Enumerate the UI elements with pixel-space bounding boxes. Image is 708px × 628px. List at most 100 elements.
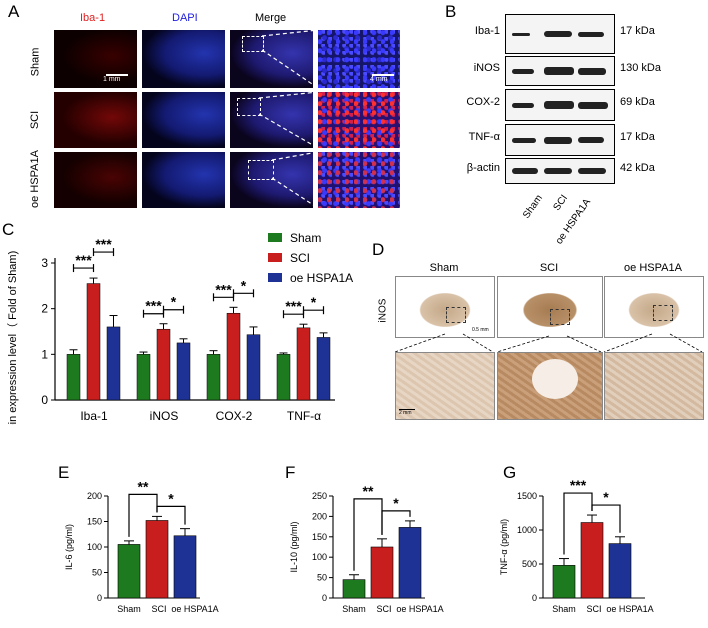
scale-bar <box>372 74 394 76</box>
zoom-region-box <box>248 160 274 180</box>
connector-line <box>261 29 319 37</box>
col-label-dapi: DAPI <box>172 12 198 24</box>
micrograph-iba-oe <box>54 152 137 208</box>
legend-swatch <box>268 273 282 282</box>
blot-band <box>544 168 572 174</box>
bar <box>398 527 422 599</box>
blot-band <box>578 137 604 143</box>
blot-kda-label: 42 kDa <box>620 162 655 174</box>
connector-line <box>462 333 494 353</box>
significance-label: *** <box>145 298 162 314</box>
significance-label: * <box>393 495 399 511</box>
blot-band <box>512 168 538 174</box>
x-tick-label: COX-2 <box>216 409 253 423</box>
x-tick-label: oe HSPA1A <box>606 604 653 614</box>
blot-protein-label: Iba-1 <box>474 25 500 37</box>
y-tick-label: 200 <box>312 511 327 521</box>
blot-kda-label: 17 kDa <box>620 25 655 37</box>
significance-label: * <box>311 294 317 310</box>
connector-line <box>258 91 319 99</box>
bar <box>136 354 151 401</box>
significance-label: ** <box>363 483 374 499</box>
significance-label: * <box>168 490 174 506</box>
blot-band <box>578 101 608 109</box>
significance-label: *** <box>95 236 112 252</box>
bar <box>176 342 191 401</box>
x-tick-label: SCI <box>151 604 166 614</box>
y-tick-label: 1 <box>41 347 48 361</box>
blot-kda-label: 17 kDa <box>620 131 655 143</box>
blot-protein-label: COX-2 <box>466 96 500 108</box>
micrograph-dapi-sham <box>142 30 225 88</box>
significance-label: ** <box>138 480 149 494</box>
scale-bar-label: 1 mm <box>103 76 121 83</box>
ihc-col-oe: oe HSPA1A <box>624 262 682 274</box>
connector-line <box>261 49 319 89</box>
y-tick-label: 150 <box>312 532 327 542</box>
ihc-connector-lines <box>394 333 703 353</box>
bar <box>86 283 101 401</box>
blot-lane-label: SCI <box>551 193 571 213</box>
legend-swatch <box>268 233 282 242</box>
x-tick-label: iNOS <box>150 409 179 423</box>
blot-kda-label: 69 kDa <box>620 96 655 108</box>
panel-label-c: C <box>2 220 15 239</box>
panel-label-e: E <box>58 463 70 482</box>
ihc-col-sham: Sham <box>429 262 459 274</box>
legend-swatch <box>268 253 282 262</box>
x-tick-label: SCI <box>376 604 391 614</box>
blot-protein-label: iNOS <box>473 62 500 74</box>
blot-band <box>512 68 534 74</box>
x-tick-label: Sham <box>342 604 366 614</box>
y-tick-label: 50 <box>317 573 327 583</box>
x-tick-label: oe HSPA1A <box>396 604 443 614</box>
blot-strip <box>505 124 615 156</box>
y-tick-label: 3 <box>41 256 48 270</box>
bar <box>316 337 331 401</box>
y-axis-label: TNF-α (pg/ml) <box>499 519 509 575</box>
micrograph-zoom-sci <box>318 92 400 148</box>
bar <box>117 544 141 599</box>
panel-label-b: B <box>445 2 457 21</box>
significance-bracket <box>563 492 593 555</box>
panel-label-a: A <box>8 2 20 21</box>
y-tick-label: 100 <box>87 542 102 552</box>
blot-band <box>544 101 574 109</box>
legend-label: SCI <box>290 251 310 265</box>
x-tick-label: Iba-1 <box>80 409 108 423</box>
micrograph-merge-sham <box>230 30 313 88</box>
blot-band <box>512 32 530 36</box>
significance-label: *** <box>215 281 232 297</box>
blot-protein-label: β-actin <box>466 162 500 174</box>
blot-strip <box>505 158 615 184</box>
y-tick-label: 2 <box>41 302 48 316</box>
blot-lane-label: Sham <box>521 193 546 221</box>
scale-bar <box>106 74 128 76</box>
bar <box>226 312 241 401</box>
micrograph-dapi-sci <box>142 92 225 148</box>
y-tick-label: 0 <box>41 393 48 407</box>
ihc-sci-overview <box>497 276 603 338</box>
panel-label-d: D <box>372 240 385 259</box>
scale-bar-label: 4 mm <box>370 76 388 83</box>
connector-line <box>669 333 703 353</box>
x-tick-label: Sham <box>117 604 141 614</box>
zoom-region-box <box>237 98 261 116</box>
bar <box>580 522 604 599</box>
ihc-col-sci: SCI <box>539 262 559 274</box>
bar <box>66 354 81 401</box>
y-axis-label: IL-10 (pg/ml) <box>289 521 299 572</box>
y-tick-label: 150 <box>87 517 102 527</box>
bar <box>296 327 311 401</box>
zoom-region-box <box>653 305 673 321</box>
blot-band <box>512 102 534 108</box>
scale-bar-label: 2 mm <box>399 410 412 416</box>
ihc-sham-overview: 0.5 mm <box>395 276 495 338</box>
blot-kda-label: 130 kDa <box>620 62 661 74</box>
ihc-sham-zoom: 2 mm <box>395 352 495 420</box>
significance-bracket <box>156 505 186 525</box>
col-label-iba1: Iba-1 <box>80 12 106 24</box>
zoom-connector-lines <box>258 29 319 209</box>
bar <box>173 535 197 599</box>
y-tick-label: 50 <box>92 568 102 578</box>
